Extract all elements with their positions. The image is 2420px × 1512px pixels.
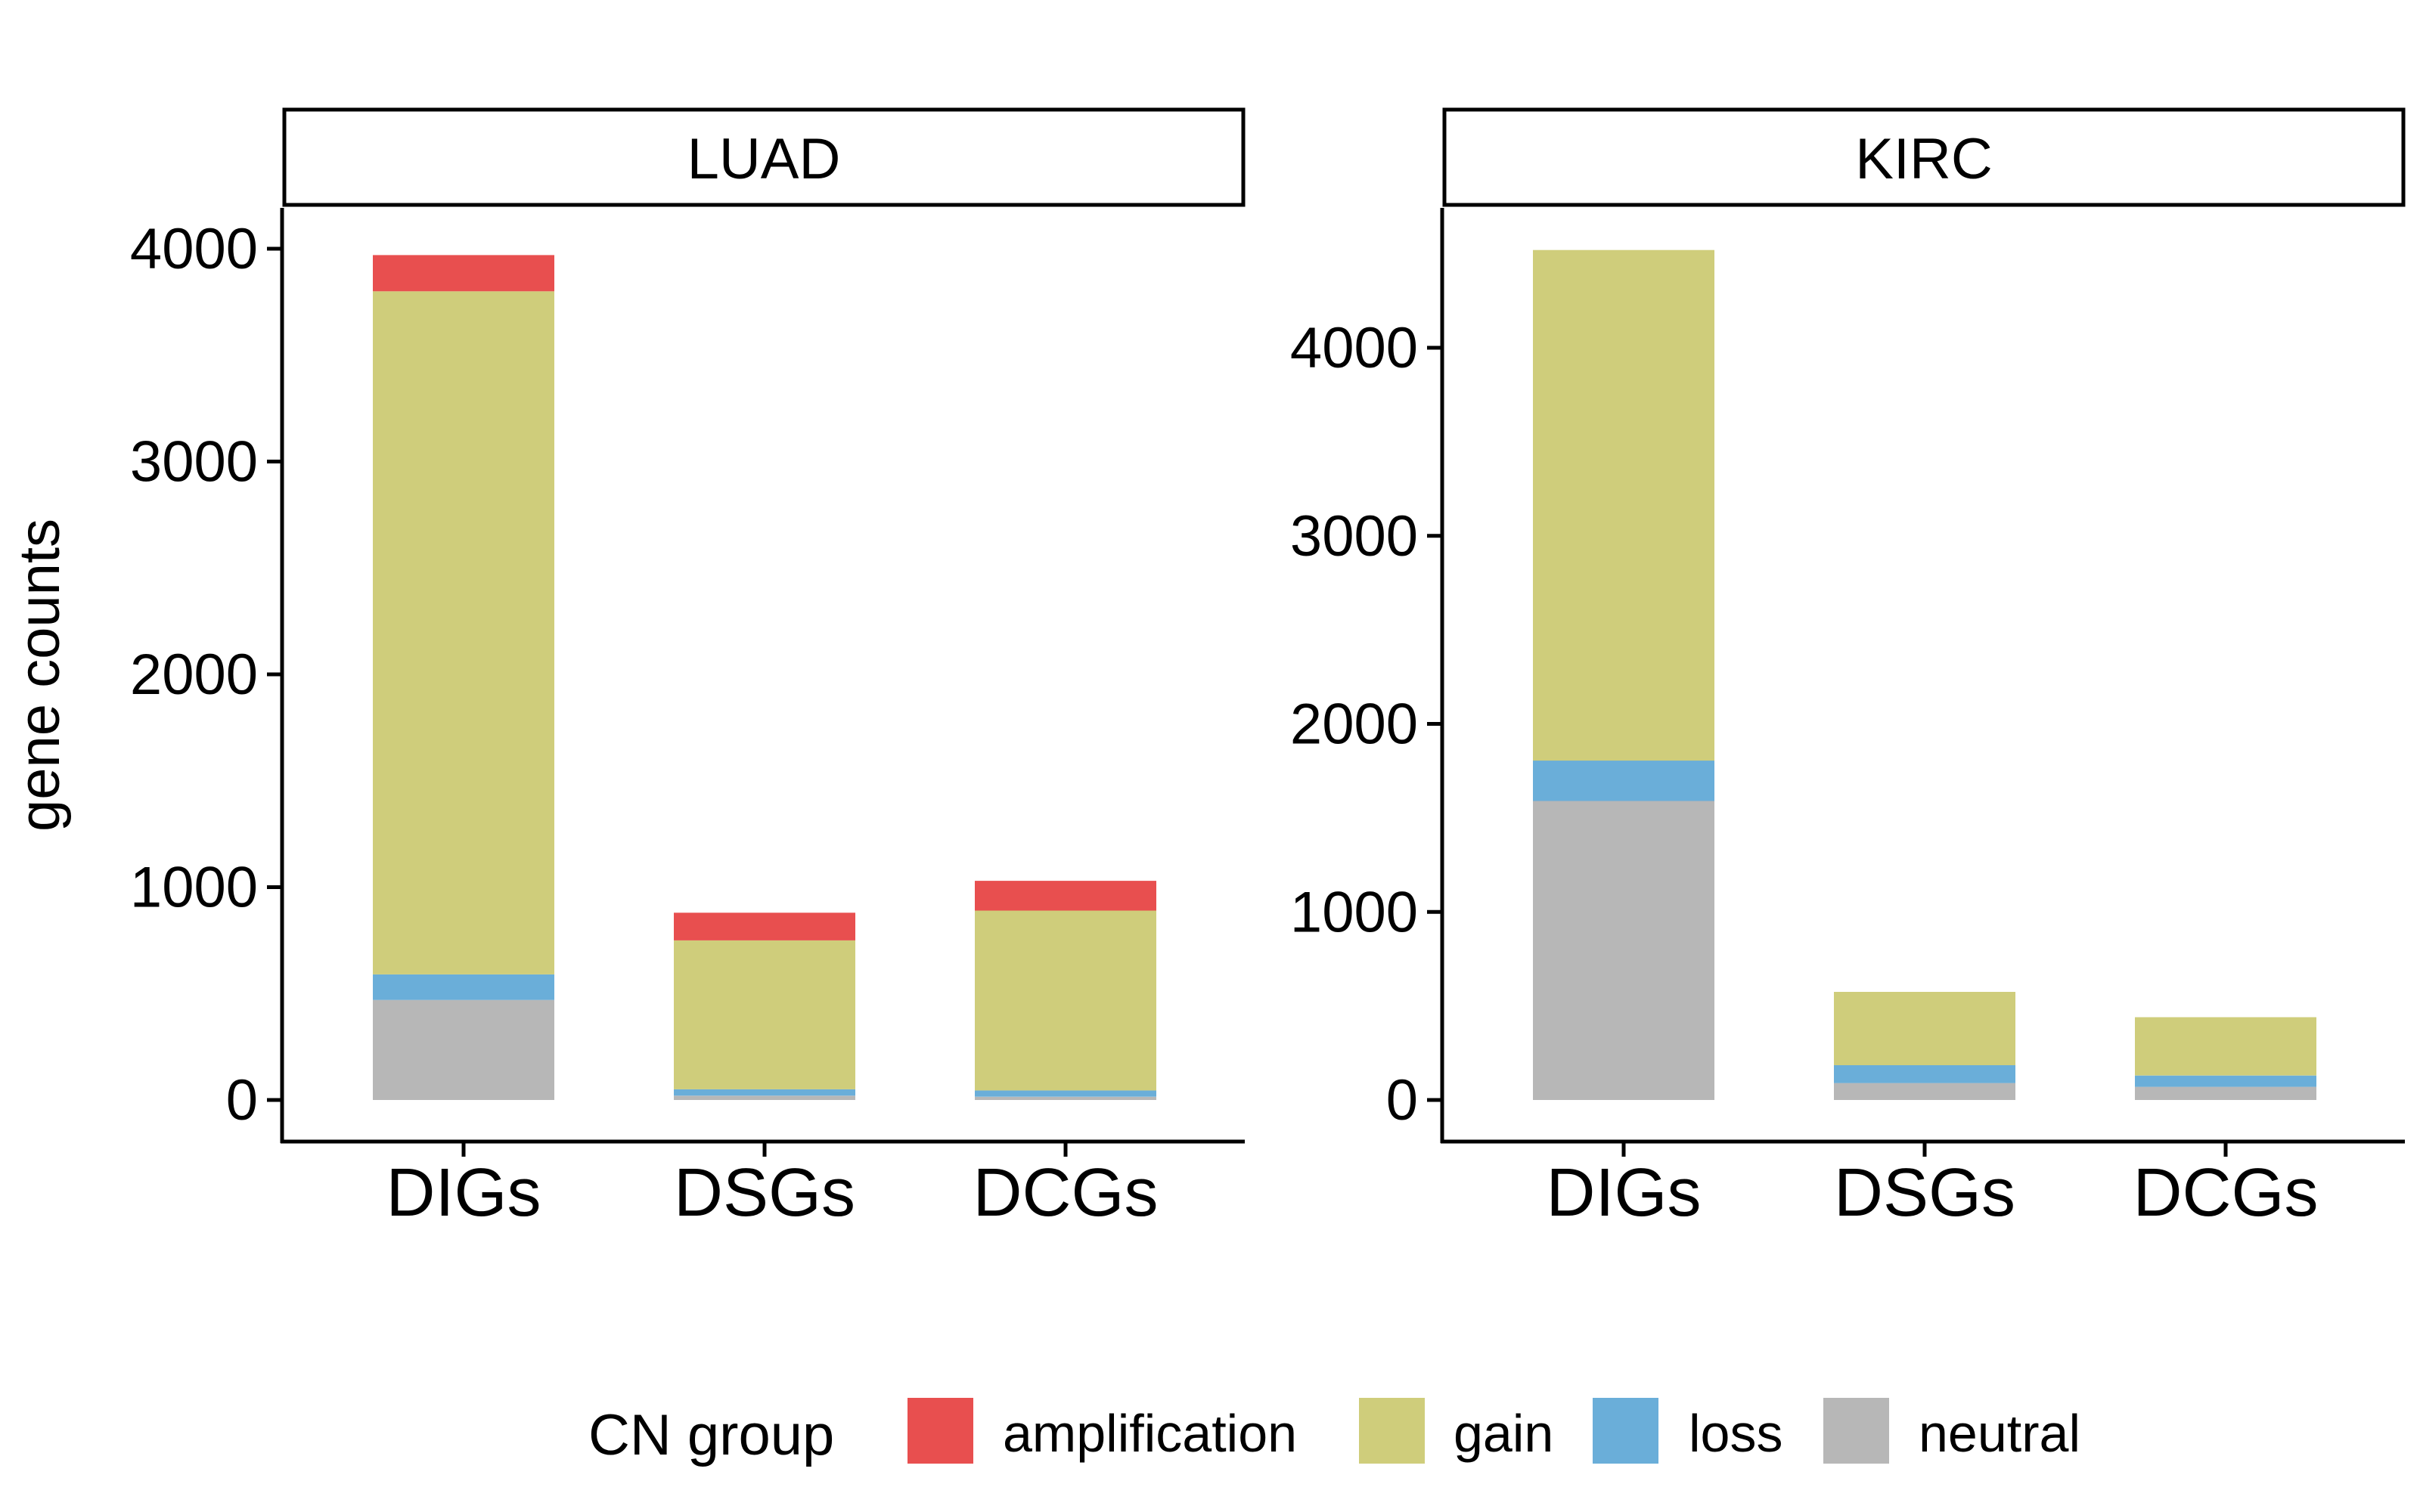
bar-kirc-dcgs-loss [2135, 1075, 2316, 1087]
y-tick-label: 1000 [130, 856, 258, 920]
panel-luad-strip: LUAD [282, 107, 1246, 207]
legend-label-amplification: amplification [1003, 1404, 1297, 1463]
legend-title: CN group [588, 1403, 834, 1467]
bar-kirc-dsgs-loss [1834, 1065, 2015, 1083]
bar-luad-digs-loss [373, 974, 554, 1000]
x-tick-label: DSGs [674, 1155, 855, 1231]
bar-luad-dsgs-neutral [674, 1095, 855, 1100]
x-tick-label: DCGs [2133, 1155, 2319, 1231]
legend-swatch-neutral [1823, 1398, 1889, 1464]
y-axis-label: gene counts [8, 519, 72, 832]
legend-swatch-loss [1593, 1398, 1658, 1464]
y-tick-label: 3000 [1290, 504, 1418, 569]
y-tick-label: 0 [1386, 1068, 1418, 1132]
bar-kirc-dsgs-neutral [1834, 1083, 2015, 1100]
y-tick-label: 3000 [130, 430, 258, 494]
bar-kirc-digs-neutral [1533, 801, 1714, 1100]
bar-kirc-dsgs-gain [1834, 992, 2015, 1065]
y-tick-label: 2000 [1290, 692, 1418, 757]
x-tick-label: DIGs [386, 1155, 541, 1231]
bar-luad-dcgs-neutral [975, 1096, 1156, 1100]
panel-kirc-plot: 0 1000 2000 3000 4000 DIGs DSGs DCGs [1290, 208, 2405, 1231]
bar-luad-dsgs-gain [674, 940, 855, 1089]
panel-luad-title: LUAD [687, 127, 841, 191]
x-tick-label: DCGs [973, 1155, 1159, 1231]
panel-luad-plot: 0 1000 2000 3000 4000 DIGs DSGs DCGs [130, 208, 1245, 1231]
y-tick-label: 0 [226, 1068, 258, 1132]
panel-kirc-strip: KIRC [1442, 107, 2406, 207]
bar-kirc-dcgs-neutral [2135, 1086, 2316, 1100]
bar-luad-dcgs-gain [975, 910, 1156, 1091]
bar-luad-digs-gain [373, 291, 554, 974]
y-tick-label: 2000 [130, 643, 258, 707]
legend-label-loss: loss [1689, 1404, 1782, 1463]
bar-kirc-digs-gain [1533, 249, 1714, 761]
y-tick-label: 1000 [1290, 880, 1418, 944]
bar-kirc-digs-loss [1533, 761, 1714, 801]
legend-label-gain: gain [1454, 1404, 1553, 1463]
bar-kirc-dcgs-gain [2135, 1017, 2316, 1076]
legend: CN group amplification gain loss neutral [588, 1398, 2080, 1467]
legend-label-neutral: neutral [1919, 1404, 2080, 1463]
panel-kirc-title: KIRC [1855, 127, 1993, 191]
bar-luad-dcgs-loss [975, 1090, 1156, 1097]
bar-luad-digs-amplification [373, 255, 554, 292]
x-tick-label: DSGs [1834, 1155, 2015, 1231]
legend-swatch-amplification [908, 1398, 973, 1464]
bar-luad-digs-neutral [373, 999, 554, 1100]
y-tick-label: 4000 [130, 217, 258, 281]
y-tick-label: 4000 [1290, 316, 1418, 380]
x-tick-label: DIGs [1546, 1155, 1701, 1231]
bar-luad-dcgs-amplification [975, 881, 1156, 911]
legend-swatch-gain [1359, 1398, 1425, 1464]
bar-luad-dsgs-amplification [674, 912, 855, 940]
bar-luad-dsgs-loss [674, 1089, 855, 1096]
